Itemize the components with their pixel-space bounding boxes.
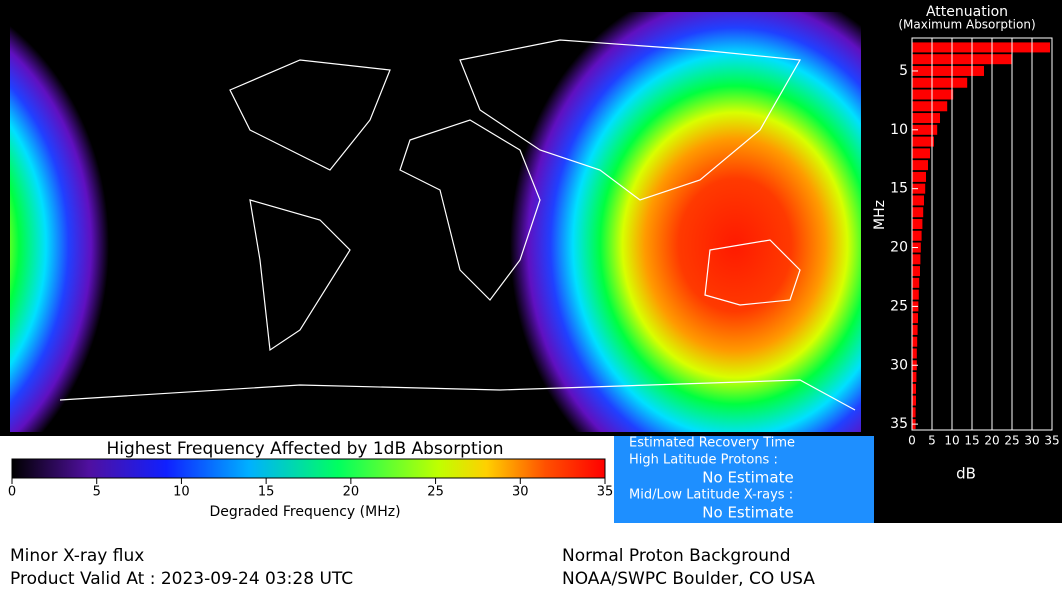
attenuation-bar [912,183,926,194]
y-tick-label: 25 [890,298,908,314]
recovery-text: Estimated Recovery Time High Latitude Pr… [629,436,795,522]
x-tick-label: 35 [1044,434,1059,448]
coastlines [59,39,856,411]
x-tick-label: 20 [984,434,999,448]
colorbar-tick-label: 15 [258,485,275,500]
axis-background [874,436,1062,523]
colorbar-title: Highest Frequency Affected by 1dB Absorp… [106,439,503,459]
attenuation-bar [912,207,924,218]
y-tick-label: 5 [899,63,908,79]
attenuation-bar [912,277,920,288]
colorbar [11,458,606,479]
attenuation-bar [912,324,918,335]
attenuation-bar [912,348,917,359]
x-tick-label: 25 [1004,434,1019,448]
attenuation-bar [912,313,918,324]
attenuation-bar [912,195,924,206]
attenuation-bar [912,395,916,406]
chart-title: Attenuation [926,4,1008,20]
colorbar-tick-label: 5 [93,485,101,500]
y-tick-label: 10 [890,122,908,138]
chart-subtitle: (Maximum Absorption) [898,18,1035,32]
colorbar-tick-label: 0 [8,485,16,500]
mid-latitude-label: Mid/Low Latitude X-rays : [629,488,793,503]
colorbar-tick-label: 35 [597,485,614,500]
attenuation-bar [912,230,922,241]
attenuation-bar [912,42,1050,53]
y-axis-label: MHz [872,200,888,230]
attenuation-bar [912,289,919,300]
valid-time: Product Valid At : 2023-09-24 03:28 UTC [10,569,353,589]
attenuation-bar [912,218,923,229]
x-axis-label: dB [956,465,976,483]
attenuation-bar [912,336,918,347]
attenuation-bar [912,65,984,76]
y-tick-label: 35 [890,416,908,432]
recovery-box [614,436,874,523]
x-tick-label: 30 [1024,434,1039,448]
colorbar-tick-label: 20 [343,485,360,500]
attenuation-bar [912,171,926,182]
y-tick-label: 15 [890,181,908,197]
proton-status: Normal Proton Background [562,546,791,566]
attenuation-bar [912,148,930,159]
attenuation-bar [912,54,1012,65]
attenuation-bar [912,77,968,88]
y-tick-label: 30 [890,357,908,373]
dayside-absorption-wrap [10,25,109,432]
attenuation-bar [912,160,928,171]
attenuation-bar [912,407,916,418]
attenuation-bar [912,383,916,394]
x-tick-label: 15 [964,434,979,448]
footer: Minor X-ray flux Product Valid At : 2023… [10,546,815,589]
colorbar-tick-label: 25 [427,485,444,500]
high-latitude-label: High Latitude Protons : [629,453,778,468]
attenuation-bar [912,372,917,383]
attenuation-bar [912,136,934,147]
attenuation-bar [912,124,938,135]
mid-latitude-value: No Estimate [702,504,793,522]
absorption-map [10,12,861,432]
source: NOAA/SWPC Boulder, CO USA [562,569,815,589]
plot-frame [911,37,1053,431]
y-tick-label: 20 [890,240,908,256]
dayside-absorption [510,12,861,432]
colorbar-tick-label: 30 [512,485,529,500]
attenuation-bar [912,254,921,265]
recovery-title: Estimated Recovery Time [629,436,795,451]
attenuation-bar [912,101,948,112]
attenuation-bar [912,113,940,124]
high-latitude-value: No Estimate [702,469,793,487]
x-tick-label: 10 [944,434,959,448]
x-tick-label: 5 [928,434,936,448]
x-tick-label: 0 [908,434,916,448]
xray-status: Minor X-ray flux [10,546,144,566]
attenuation-bar [912,266,920,277]
colorbar-tick-label: 10 [173,485,190,500]
colorbar-label: Degraded Frequency (MHz) [209,504,400,520]
attenuation-bar [912,89,954,100]
